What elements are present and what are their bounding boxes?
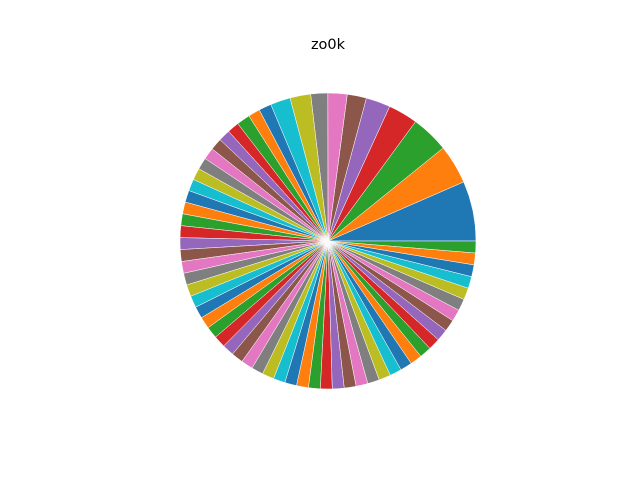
chart-title: zo0k xyxy=(311,37,346,53)
pie-slices xyxy=(179,92,477,390)
pie-slice xyxy=(327,240,477,254)
